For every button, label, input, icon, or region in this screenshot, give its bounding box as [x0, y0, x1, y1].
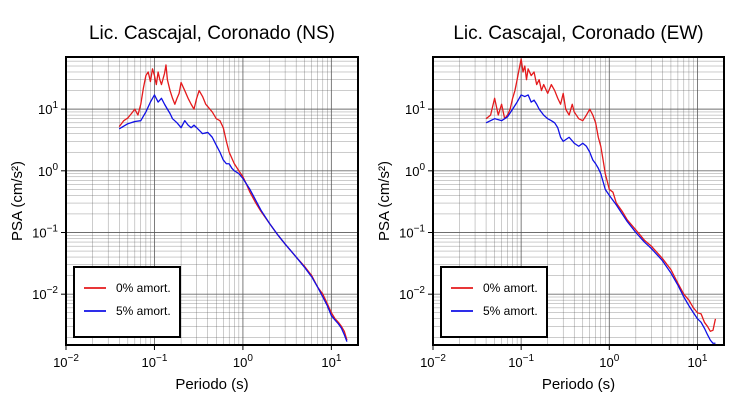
series-line-undamped [485, 58, 717, 332]
tick-base: 10 [321, 355, 335, 370]
tick-exponent: −2 [47, 285, 59, 296]
x-tick-label: 101 [687, 353, 707, 370]
tick-base: 10 [508, 355, 522, 370]
tick-base: 10 [233, 355, 247, 370]
plot-frame [432, 56, 725, 346]
legend-box [440, 266, 548, 338]
legend-label: 5% amort. [483, 304, 538, 318]
tick-exponent: −1 [47, 223, 59, 234]
series-line-damped [485, 94, 716, 344]
x-tick-label: 10−1 [508, 353, 534, 370]
tick-exponent: 1 [419, 100, 425, 111]
tick-base: 10 [32, 287, 46, 302]
tick-base: 10 [687, 355, 701, 370]
legend-label: 5% amort. [116, 304, 171, 318]
chart-panel: Lic. Cascajal, Coronado (EW)10−2 10−1 100 1… [376, 23, 725, 393]
tick-exponent: 1 [336, 353, 342, 364]
x-axis-label: Periodo (s) [175, 376, 248, 393]
legend-label: 0% amort. [116, 281, 171, 295]
y-tick-label: 101 [38, 100, 58, 117]
y-tick-label: 101 [405, 100, 425, 117]
x-axis-label: Periodo (s) [542, 376, 615, 393]
tick-base: 10 [399, 287, 413, 302]
legend: 0% amort. 5% amort. [73, 266, 181, 338]
tick-exponent: 1 [702, 353, 708, 364]
plot-frame [65, 56, 359, 346]
y-tick-label: 10−1 [32, 223, 58, 240]
tick-exponent: 0 [614, 353, 620, 364]
y-axis-label: PSA (cm/s²) [9, 161, 26, 241]
tick-exponent: −1 [414, 223, 426, 234]
tick-base: 10 [53, 355, 67, 370]
tick-base: 10 [405, 164, 419, 179]
y-tick-label: 10−2 [399, 285, 425, 302]
legend-box [73, 266, 181, 338]
tick-base: 10 [420, 355, 434, 370]
chart-panel: Lic. Cascajal, Coronado (NS)10−2 10−1 100 1… [9, 23, 359, 393]
x-tick-label: 10−1 [142, 353, 168, 370]
chart-title: Lic. Cascajal, Coronado (NS) [89, 23, 335, 44]
series-line-damped [118, 94, 348, 342]
tick-exponent: 1 [52, 100, 58, 111]
tick-base: 10 [405, 102, 419, 117]
tick-exponent: 0 [52, 162, 58, 173]
x-tick-label: 10−2 [420, 353, 446, 370]
tick-base: 10 [32, 225, 46, 240]
legend: 0% amort. 5% amort. [440, 266, 548, 338]
chart-title: Lic. Cascajal, Coronado (EW) [453, 23, 703, 44]
tick-base: 10 [38, 164, 52, 179]
tick-exponent: −2 [68, 353, 80, 364]
x-tick-label: 101 [321, 353, 341, 370]
x-tick-label: 100 [233, 353, 253, 370]
tick-exponent: −1 [523, 353, 535, 364]
tick-exponent: −1 [156, 353, 168, 364]
tick-base: 10 [38, 102, 52, 117]
tick-exponent: −2 [414, 285, 426, 296]
y-tick-label: 100 [405, 162, 425, 179]
x-tick-label: 100 [599, 353, 619, 370]
tick-exponent: 0 [419, 162, 425, 173]
y-tick-label: 100 [38, 162, 58, 179]
tick-base: 10 [142, 355, 156, 370]
x-tick-label: 10−2 [53, 353, 79, 370]
y-tick-label: 10−2 [32, 285, 58, 302]
legend-label: 0% amort. [483, 281, 538, 295]
tick-base: 10 [599, 355, 613, 370]
y-tick-label: 10−1 [399, 223, 425, 240]
tick-base: 10 [399, 225, 413, 240]
tick-exponent: 0 [247, 353, 253, 364]
y-axis-label: PSA (cm/s²) [376, 161, 393, 241]
tick-exponent: −2 [435, 353, 447, 364]
